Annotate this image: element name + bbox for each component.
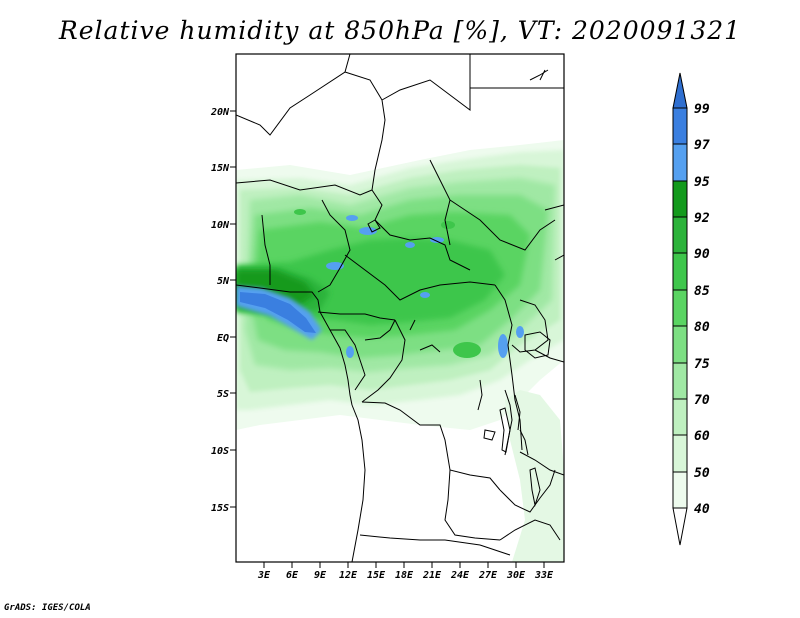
border-congo-drc xyxy=(361,319,406,403)
colorbar-label: 75 xyxy=(694,357,710,372)
border-zimbabwe xyxy=(499,519,561,541)
colorbar-label: 60 xyxy=(694,429,710,444)
border-nigeria-east xyxy=(317,199,351,293)
colorbar-label: 97 xyxy=(694,138,710,153)
rh-cell xyxy=(359,227,377,235)
border-uganda-kenya xyxy=(511,299,549,353)
border-kenya-tanzania xyxy=(534,349,564,363)
border-niger-chad xyxy=(344,71,386,221)
colorbar-label: 85 xyxy=(694,284,710,299)
colorbar-label: 95 xyxy=(694,175,710,190)
country-borders xyxy=(236,54,564,562)
rh-97-99-region xyxy=(240,292,316,333)
lon-label: 12E xyxy=(339,570,358,581)
map-title: Relative humidity at 850hPa [%], VT: 202… xyxy=(58,16,742,45)
lon-label: 18E xyxy=(395,570,414,581)
lat-label: 5N xyxy=(217,276,230,287)
lat-label: 15S xyxy=(211,503,229,514)
colorbar-segment xyxy=(673,290,687,326)
colorbar-label: 80 xyxy=(694,320,710,335)
rh-cell xyxy=(346,215,358,221)
rh-cell xyxy=(346,346,354,358)
border-sahel xyxy=(236,179,373,196)
colorbar-label: 92 xyxy=(694,211,710,226)
lon-label: 9E xyxy=(314,570,327,581)
colorbar-segment xyxy=(673,435,687,472)
colorbar-segment xyxy=(673,108,687,144)
colorbar-label: 50 xyxy=(694,466,710,481)
atlantic-coast-south xyxy=(351,404,366,562)
colorbar-segment xyxy=(673,326,687,363)
colorbar xyxy=(672,72,688,546)
border-libya-sudan xyxy=(381,54,471,111)
west-africa-coastline xyxy=(236,284,353,406)
border-drc-angola xyxy=(361,401,501,491)
longitude-axis xyxy=(263,562,545,568)
ethiopia-east xyxy=(544,204,564,261)
lat-label: 10N xyxy=(211,220,230,231)
lon-label: 6E xyxy=(286,570,299,581)
border-cameroon-south xyxy=(317,311,396,321)
rh-cell xyxy=(453,342,481,358)
border-sudan-south xyxy=(429,159,556,251)
lake-victoria xyxy=(524,331,551,359)
rh-cell xyxy=(420,292,430,298)
colorbar-segment xyxy=(673,217,687,253)
border-nigeria-west xyxy=(261,214,271,285)
humidity-field xyxy=(236,140,564,562)
border-angola-zambia xyxy=(444,469,501,541)
colorbar-bottom-arrow xyxy=(672,507,688,546)
lake-malawi xyxy=(529,467,541,507)
grads-credit: GrADS: IGES/COLA xyxy=(4,603,91,613)
colorbar-segment xyxy=(673,144,687,181)
colorbar-top-arrow xyxy=(672,72,688,109)
lon-label: 27E xyxy=(478,570,498,581)
lat-label: EQ xyxy=(217,333,229,344)
lake-tanganyika xyxy=(499,407,511,453)
red-sea-coast xyxy=(529,69,549,81)
colorbar-segment xyxy=(673,181,687,217)
border-tanzania-south xyxy=(519,451,564,476)
border-namibia xyxy=(359,534,511,556)
inland-lake-outline xyxy=(483,429,496,441)
border-chad-car xyxy=(374,219,471,271)
colorbar-segment xyxy=(673,472,687,508)
rh-cell xyxy=(294,209,306,215)
lon-label: 15E xyxy=(367,570,386,581)
colorbar-segment xyxy=(673,399,687,435)
map-frame xyxy=(235,53,565,563)
lon-label: 30E xyxy=(506,570,526,581)
rh-cell xyxy=(441,221,455,229)
rh-cell xyxy=(498,334,508,358)
drc-river xyxy=(409,319,483,411)
colorbar-label: 99 xyxy=(694,102,710,117)
lat-label: 15N xyxy=(211,163,230,174)
colorbar-label: 70 xyxy=(694,393,710,408)
border-gabon-congo xyxy=(330,319,396,391)
colorbar-label: 90 xyxy=(694,247,710,262)
rh-cell xyxy=(516,326,524,338)
colorbar-segment xyxy=(673,253,687,290)
rh-southern-plume xyxy=(505,390,564,562)
lon-label: 21E xyxy=(422,570,442,581)
lon-label: 24E xyxy=(450,570,470,581)
colorbar-label: 40 xyxy=(694,502,710,517)
lake-chad xyxy=(367,219,381,233)
lat-label: 5S xyxy=(217,389,229,400)
latitude-axis xyxy=(230,110,236,508)
lon-label: 33E xyxy=(534,570,554,581)
lat-label: 20N xyxy=(210,107,230,118)
colorbar-segment xyxy=(673,363,687,399)
lon-label: 3E xyxy=(257,570,271,581)
lat-label: 10S xyxy=(211,446,229,457)
rh-cell xyxy=(405,242,415,248)
rh-cell xyxy=(430,237,444,243)
border-car-drc xyxy=(344,254,496,301)
